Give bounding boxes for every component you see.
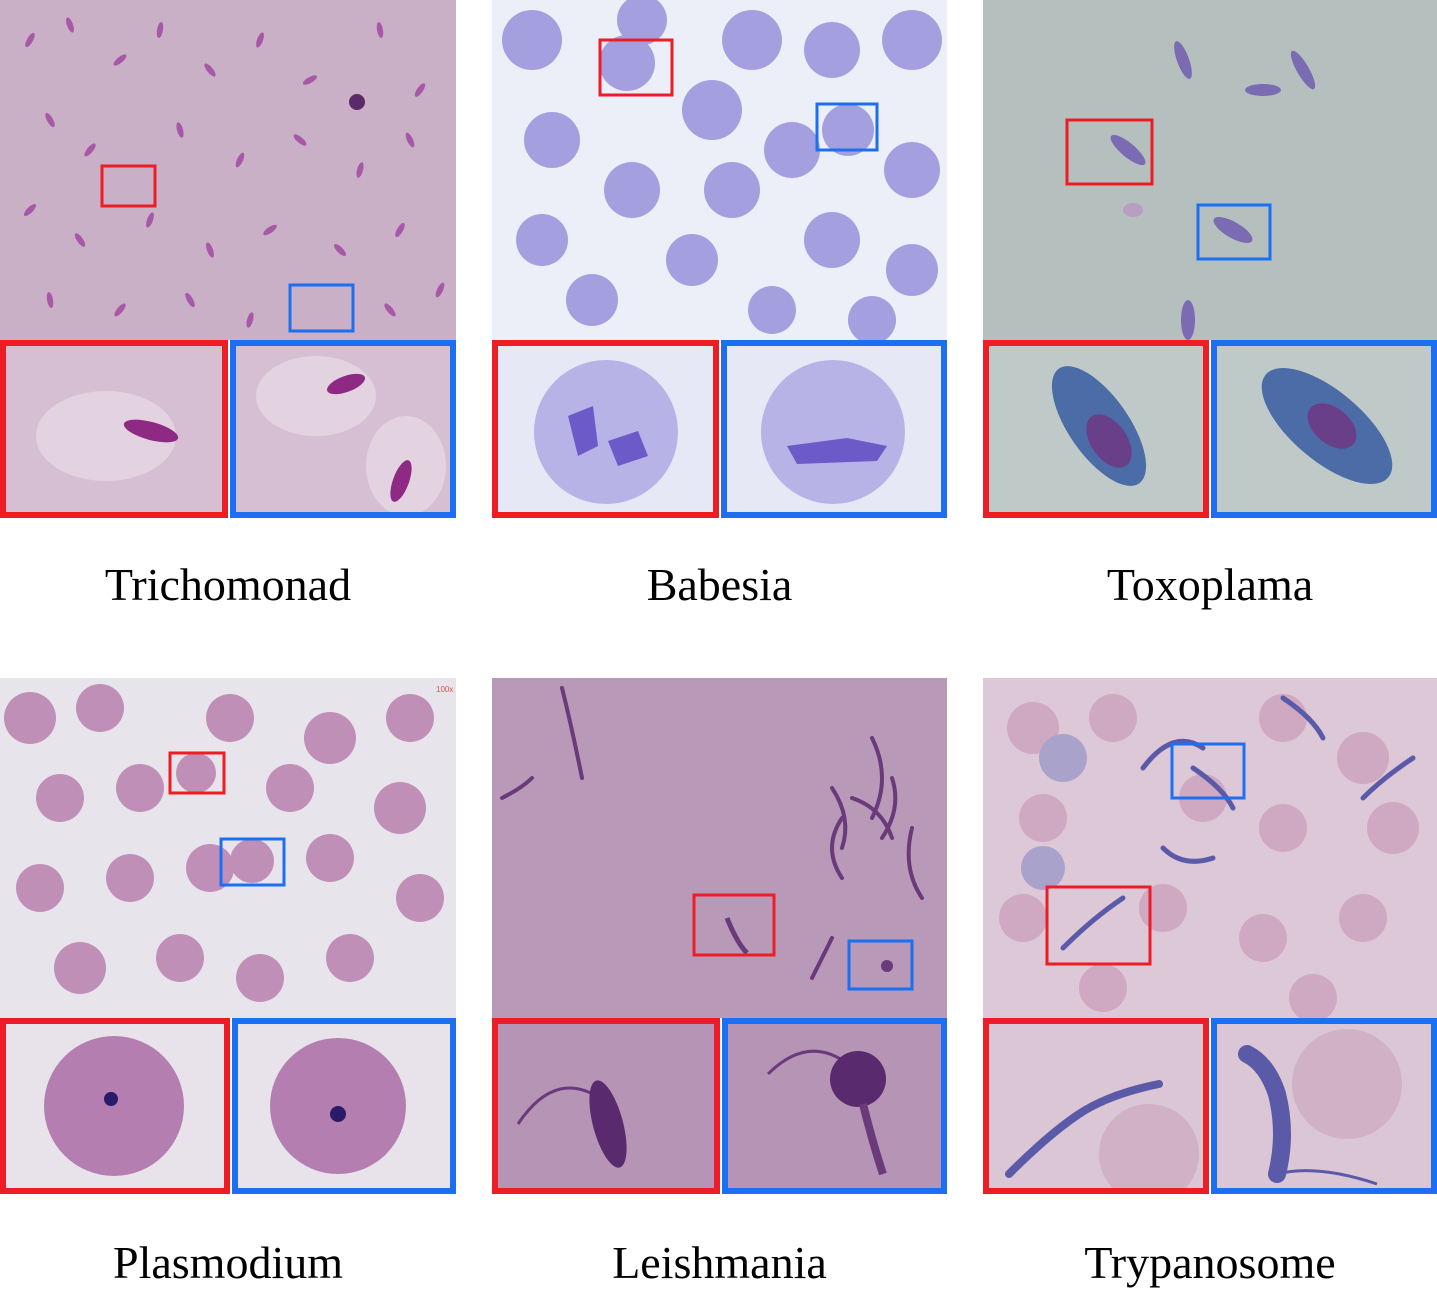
microscopy-image-plasmodium: 100x <box>0 678 456 1018</box>
blue-roi-box <box>1170 742 1246 800</box>
red-roi-box <box>692 893 776 957</box>
zoom-blue-plasmodium <box>232 1018 456 1194</box>
label-trypanosome: Trypanosome <box>1084 1237 1336 1288</box>
zoom-blue-trichomonad <box>230 340 456 518</box>
red-roi-box <box>598 38 674 97</box>
label-leishmania: Leishmania <box>612 1237 827 1288</box>
blue-roi-box <box>815 102 879 152</box>
label-babesia: Babesia <box>646 559 793 610</box>
zoom-red-babesia <box>492 340 719 518</box>
zoom-blue-toxoplama <box>1211 340 1437 518</box>
label-toxoplama: Toxoplama <box>1106 559 1314 610</box>
red-roi-box <box>168 751 226 795</box>
panel-leishmania: Leishmania <box>492 678 947 1314</box>
trichomonad-field <box>0 0 456 340</box>
panel-plasmodium: 100x Plasmodium <box>0 678 456 1314</box>
magnification-watermark: 100x <box>436 685 453 694</box>
blue-roi-box <box>1196 203 1272 261</box>
blue-roi-box <box>847 939 914 991</box>
zoom-red-leishmania <box>492 1018 720 1194</box>
zoom-blue-trypanosome <box>1211 1018 1437 1194</box>
label-trichomonad: Trichomonad <box>104 559 352 610</box>
zoom-blue-babesia <box>721 340 947 518</box>
microscopy-image-trichomonad <box>0 0 456 340</box>
microscopy-image-babesia <box>492 0 947 340</box>
microscopy-image-leishmania <box>492 678 947 1018</box>
blue-roi-box <box>219 837 286 887</box>
zoom-red-trichomonad <box>0 340 228 518</box>
red-roi-box <box>1065 118 1154 186</box>
red-roi-box <box>100 164 157 208</box>
label-plasmodium: Plasmodium <box>112 1237 344 1288</box>
zoom-red-toxoplama <box>983 340 1209 518</box>
panel-trichomonad: Trichomonad <box>0 0 456 620</box>
panel-toxoplama: Toxoplama <box>983 0 1437 620</box>
panel-trypanosome: Trypanosome <box>983 678 1437 1314</box>
zoom-red-trypanosome <box>983 1018 1209 1194</box>
zoom-blue-leishmania <box>722 1018 947 1194</box>
zoom-red-plasmodium <box>0 1018 230 1194</box>
blue-roi-box <box>288 283 355 333</box>
panel-babesia: Babesia <box>492 0 947 620</box>
red-roi-box <box>1045 885 1152 966</box>
microscopy-image-trypanosome <box>983 678 1437 1018</box>
microscopy-image-toxoplama <box>983 0 1437 340</box>
